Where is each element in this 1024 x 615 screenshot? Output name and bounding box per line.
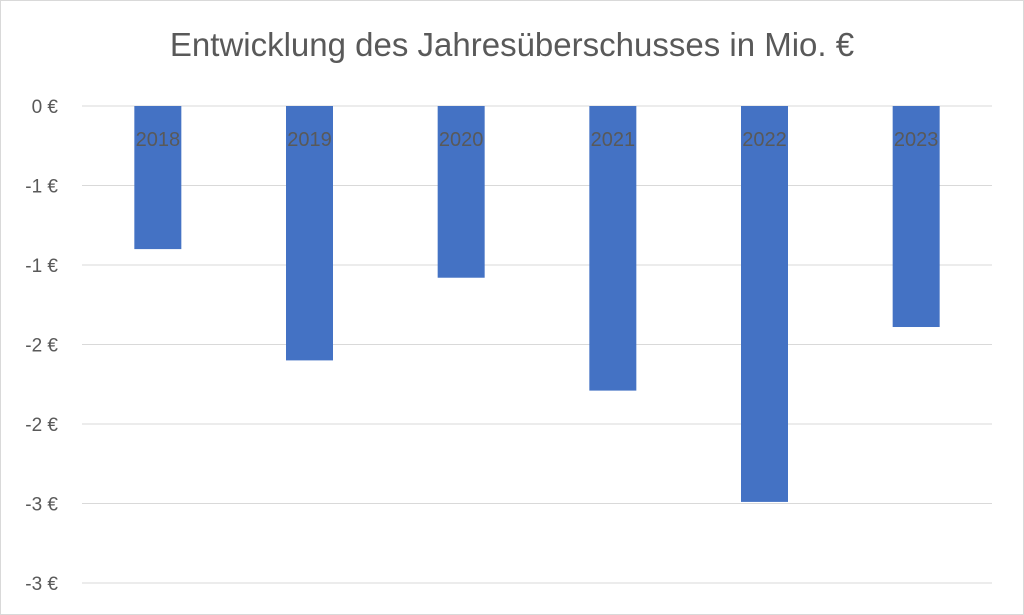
bars <box>134 106 940 502</box>
chart-title: Entwicklung des Jahresüberschusses in Mi… <box>169 26 855 63</box>
y-tick-label: -3 € <box>25 574 58 595</box>
gridlines <box>82 105 992 584</box>
y-tick-label: 0 € <box>32 97 59 118</box>
x-axis-category-labels: 2018 2019 2020 2021 2022 2023 <box>136 129 939 151</box>
x-category-label: 2022 <box>742 129 787 151</box>
y-tick-label: -2 € <box>25 415 58 436</box>
y-tick-label: -1 € <box>25 256 58 277</box>
x-category-label: 2018 <box>136 129 181 151</box>
y-tick-label: -1 € <box>25 177 58 198</box>
bar-2018 <box>134 106 182 250</box>
bar-2023 <box>892 106 940 328</box>
bar-2022 <box>741 106 788 502</box>
x-category-label: 2021 <box>591 129 636 151</box>
bar-2021 <box>589 106 637 391</box>
x-category-label: 2023 <box>894 129 939 151</box>
bar-2019 <box>286 106 333 361</box>
x-category-label: 2020 <box>439 129 484 151</box>
y-tick-label: -2 € <box>25 336 58 357</box>
y-axis-tick-labels: 0 € -1 € -1 € -2 € -2 € -3 € -3 € <box>25 97 58 595</box>
bar-2020 <box>437 106 485 278</box>
y-tick-label: -3 € <box>25 495 58 516</box>
x-category-label: 2019 <box>287 129 332 151</box>
